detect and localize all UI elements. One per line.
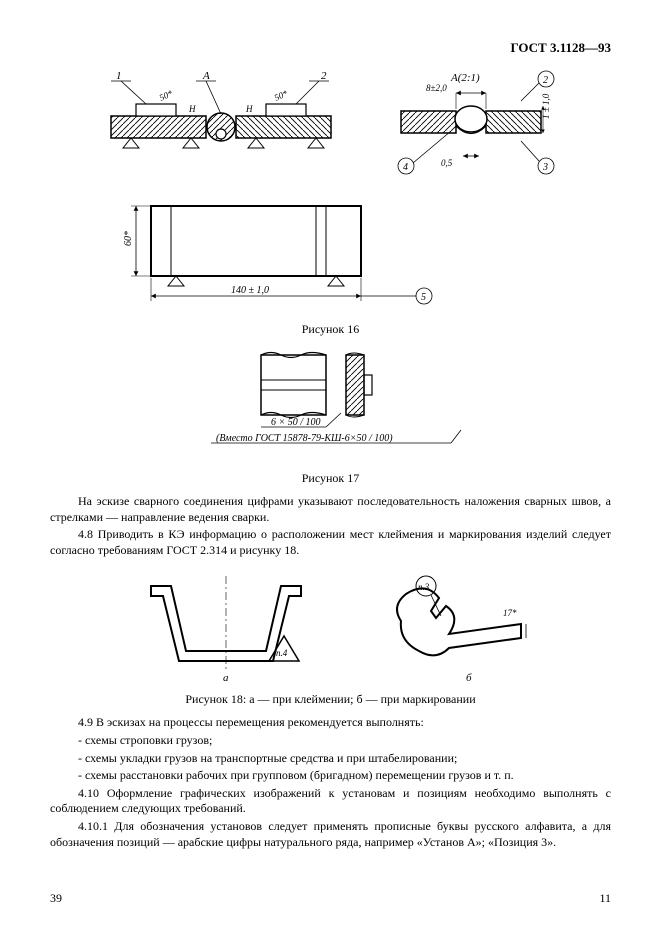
fig16-dim-8: 8±2,0 — [426, 83, 447, 93]
para-7: 4.10 Оформление графических изображений … — [50, 786, 611, 817]
fig16-dim-H2: H — [245, 104, 253, 114]
footer-right: 11 — [599, 891, 611, 906]
fig16-dim-50b: 50* — [272, 88, 289, 103]
fig16-label-1: 1 — [116, 70, 122, 82]
fig16-label-2: 2 — [321, 70, 327, 82]
fig16-caption: Рисунок 16 — [50, 322, 611, 337]
fig16-circle-5: 5 — [421, 292, 426, 303]
figure-17: 6 × 50 / 100 (Вместо ГОСТ 15878-79-КШ-6×… — [50, 345, 611, 486]
fig18-p4: п.4 — [276, 648, 288, 658]
para-4: - схемы строповки грузов; — [50, 733, 611, 749]
para-1: На эскизе сварного соединения цифрами ук… — [50, 494, 611, 525]
para-5: - схемы укладки грузов на транспортные с… — [50, 751, 611, 767]
footer-left: 39 — [50, 891, 62, 906]
fig17-note: (Вместо ГОСТ 15878-79-КШ-6×50 / 100) — [216, 433, 393, 444]
figure-18: п.4 а п.3 17* б Рисунок 18: а — при клей… — [50, 566, 611, 707]
fig16-dim-H1: H — [188, 104, 196, 114]
figure-16: 1 A 2 50* 50* H H А(2:1) — [50, 66, 611, 337]
fig16-dim-50a: 50* — [157, 88, 174, 103]
doc-header: ГОСТ 3.1128—93 — [50, 40, 611, 56]
page-footer: 39 11 — [50, 891, 611, 906]
fig16-label-A: A — [202, 70, 210, 82]
fig16-dim-1p: 1 ± 1,0 — [541, 93, 551, 119]
para-3: 4.9 В эскизах на процессы перемещения ре… — [50, 715, 611, 731]
fig18-label-b: б — [466, 672, 472, 684]
fig16-circle-4: 4 — [403, 162, 408, 173]
para-6: - схемы расстановки рабочих при группово… — [50, 768, 611, 784]
para-2: 4.8 Приводить в КЭ информацию о располож… — [50, 527, 611, 558]
fig18-label-a: а — [223, 672, 229, 684]
fig17-dim: 6 × 50 / 100 — [271, 417, 321, 428]
para-8: 4.10.1 Для обозначения установов следует… — [50, 819, 611, 850]
fig17-caption: Рисунок 17 — [50, 471, 611, 486]
fig16-dim-60: 60* — [123, 231, 134, 246]
fig16-detail-title: А(2:1) — [450, 72, 480, 84]
fig16-circle-2: 2 — [543, 75, 548, 86]
fig18-p3: п.3 — [418, 582, 430, 592]
fig18-dim-17: 17* — [503, 608, 517, 618]
fig16-dim-140: 140 ± 1,0 — [231, 285, 269, 296]
fig16-circle-3: 3 — [542, 162, 548, 173]
fig18-caption: Рисунок 18: а — при клеймении; б — при м… — [50, 692, 611, 707]
fig16-dim-05: 0,5 — [441, 158, 453, 168]
